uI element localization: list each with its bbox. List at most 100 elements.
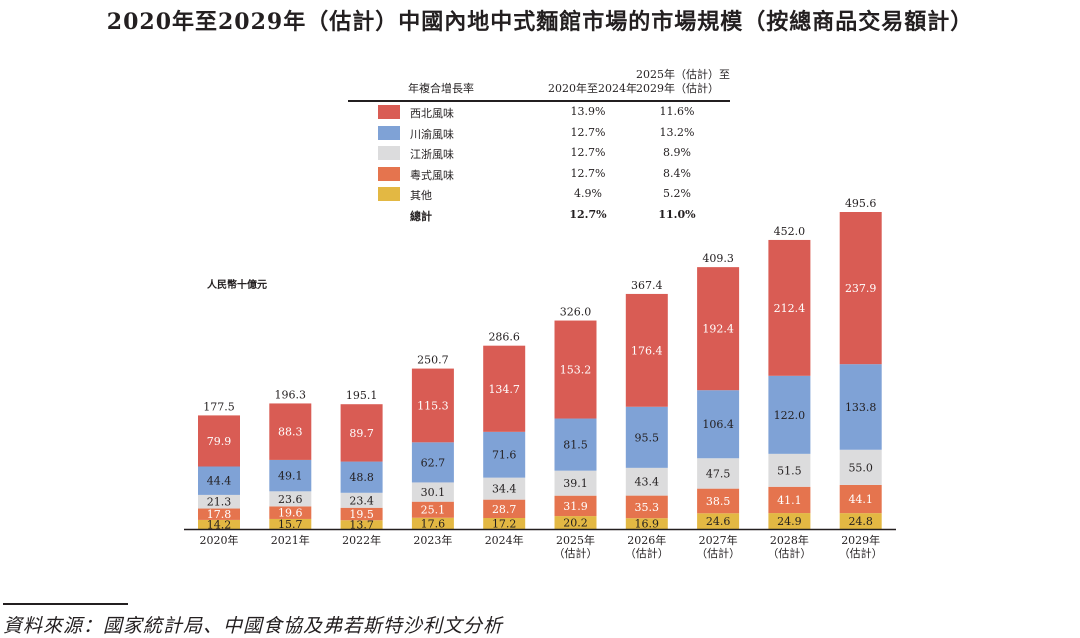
legend-cagr-2020-2024: 12.7% <box>570 166 606 180</box>
stacked-bar-chart: 14.217.821.344.479.9177.52020年15.719.623… <box>184 197 896 560</box>
x-tick-label: 2029年 <box>841 533 880 547</box>
bar-segment <box>198 494 240 509</box>
bar-total-label: 452.0 <box>774 225 806 238</box>
bar-segment <box>625 293 668 407</box>
legend-series-name: 西北風味 <box>410 107 454 120</box>
segment-value-label: 49.1 <box>278 470 303 483</box>
legend-series-name: 粵式風味 <box>410 168 454 182</box>
bar-segment <box>483 499 526 518</box>
segment-value-label: 19.6 <box>278 507 303 520</box>
bar-segment <box>839 484 882 514</box>
bar-segment <box>768 239 811 376</box>
segment-value-label: 134.7 <box>488 383 520 396</box>
segment-value-label: 17.8 <box>207 508 232 521</box>
x-tick-label: 2020年 <box>200 533 239 547</box>
bar-segment <box>768 375 811 454</box>
segment-value-label: 95.5 <box>635 431 660 444</box>
bar-segment <box>697 488 740 514</box>
bar-total-label: 409.3 <box>702 252 734 265</box>
segment-value-label: 81.5 <box>563 439 588 452</box>
segment-value-label: 17.2 <box>492 517 517 530</box>
x-tick-label: 2022年 <box>342 533 381 547</box>
legend-cagr-2020-2024: 12.7% <box>570 125 606 139</box>
bar-segment <box>839 449 882 485</box>
bar-segment <box>625 467 668 496</box>
legend-header-label: 年複合增長率 <box>408 82 474 95</box>
bar-segment <box>483 345 526 432</box>
segment-value-label: 30.1 <box>421 486 446 499</box>
bar-total-label: 177.5 <box>203 400 235 413</box>
bar-total-label: 195.1 <box>346 389 378 402</box>
legend-row: 江浙風味 12.7% 8.9% <box>348 143 730 164</box>
bar-segment <box>554 495 597 517</box>
segment-value-label: 28.7 <box>492 503 517 516</box>
legend-swatch <box>378 187 400 201</box>
source-note: 資料來源：國家統計局、中國食協及弗若斯特沙利文分析 <box>3 615 504 637</box>
bar-segment <box>340 492 383 508</box>
bar-segment <box>269 403 312 460</box>
legend-swatch <box>378 105 400 119</box>
legend-header: 年複合增長率 2020年至2024年 2025年（估計）至 2029年（估計） <box>348 62 730 102</box>
bar-segment <box>483 431 526 478</box>
legend-row-total: 總計 12.7% 11.0% <box>348 205 730 226</box>
x-tick-label: 2024年 <box>485 533 524 547</box>
legend-col2-header-line1: 2025年（估計）至 <box>636 68 730 81</box>
source-divider <box>3 603 128 605</box>
segment-value-label: 44.1 <box>848 493 873 506</box>
bar-segment <box>411 482 454 502</box>
bar-segment <box>554 470 597 496</box>
bar-segment <box>269 459 312 492</box>
legend-swatch <box>378 166 400 181</box>
bar-segment <box>340 461 383 493</box>
bar-segment <box>625 518 668 529</box>
segment-value-label: 38.5 <box>706 495 731 508</box>
legend-total-cagr-2025-2029: 11.0% <box>658 207 696 221</box>
x-tick-label: （估計） <box>839 546 883 560</box>
segment-value-label: 24.8 <box>848 515 873 528</box>
legend-total-cagr-2020-2024: 12.7% <box>569 207 607 221</box>
segment-value-label: 20.2 <box>563 517 588 530</box>
legend-swatch <box>378 125 400 140</box>
segment-value-label: 34.4 <box>492 483 517 496</box>
segment-value-label: 192.4 <box>702 323 734 336</box>
legend-row: 川渝風味 12.7% 13.2% <box>348 123 730 144</box>
segment-value-label: 35.3 <box>635 501 660 514</box>
bar-segment <box>411 517 454 529</box>
bar-segment <box>697 267 740 391</box>
legend-cagr-2025-2029: 5.2% <box>663 187 691 200</box>
bar-segment <box>839 364 882 450</box>
bar-segment <box>198 466 240 495</box>
legend-cagr-2020-2024: 12.7% <box>570 146 606 159</box>
x-tick-label: （估計） <box>554 546 598 560</box>
bar-segment <box>697 513 740 529</box>
segment-value-label: 39.1 <box>563 477 588 490</box>
segment-value-label: 24.6 <box>706 515 731 528</box>
segment-value-label: 15.7 <box>278 518 303 531</box>
legend-cagr-2025-2029: 8.4% <box>663 166 691 180</box>
bar-segment <box>625 495 668 519</box>
legend-cagr-2025-2029: 8.9% <box>663 146 691 159</box>
segment-value-label: 19.5 <box>349 508 374 521</box>
legend-table: 年複合增長率 2020年至2024年 2025年（估計）至 2029年（估計） … <box>348 62 730 225</box>
legend-cagr-2025-2029: 11.6% <box>659 105 695 118</box>
bar-segment <box>198 508 240 520</box>
bar-segment <box>839 212 882 365</box>
segment-value-label: 41.1 <box>777 494 802 507</box>
bar-total-label: 250.7 <box>417 354 449 367</box>
segment-value-label: 43.4 <box>635 476 660 489</box>
bar-total-label: 367.4 <box>631 279 663 292</box>
segment-value-label: 71.6 <box>492 449 517 462</box>
x-tick-label: 2023年 <box>413 533 452 547</box>
segment-value-label: 17.6 <box>421 517 446 530</box>
segment-value-label: 51.5 <box>777 464 802 477</box>
bar-segment <box>483 517 526 529</box>
bar-total-label: 196.3 <box>275 388 307 401</box>
segment-value-label: 153.2 <box>560 364 592 377</box>
bar-total-label: 286.6 <box>488 331 520 344</box>
segment-value-label: 176.4 <box>631 344 663 357</box>
segment-value-label: 21.3 <box>207 496 232 509</box>
bar-segment <box>411 501 454 518</box>
bar-segment <box>625 406 668 468</box>
legend-col2-header-line2: 2029年（估計） <box>636 82 719 95</box>
legend-series-name: 其他 <box>410 189 432 202</box>
